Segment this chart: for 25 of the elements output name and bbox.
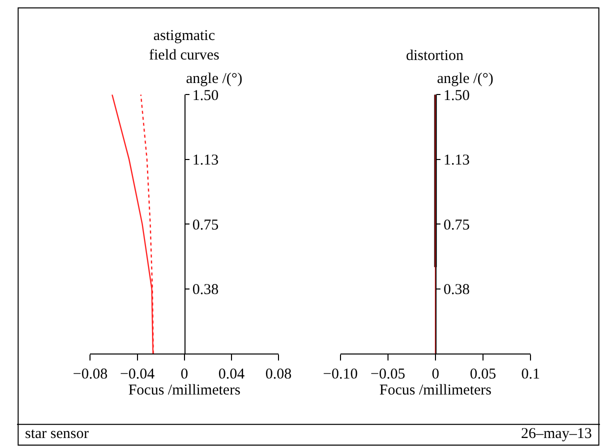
x-tick-label: −0.08 — [72, 366, 108, 382]
x-tick-label: 0.08 — [265, 366, 292, 382]
x-tick-label: 0 — [432, 366, 440, 382]
y-tick-label: 0.38 — [192, 282, 219, 298]
x-axis-title: Focus /millimeters — [379, 382, 492, 398]
x-tick-label: 0.05 — [470, 366, 496, 382]
x-tick-label: −0.04 — [120, 366, 156, 382]
y-tick-label: 0.75 — [443, 217, 470, 234]
x-tick-label: 0 — [180, 366, 188, 382]
chart-title: distortion — [406, 48, 464, 64]
text: 26–may–13 — [521, 426, 592, 442]
text: star sensor — [25, 426, 89, 442]
x-tick-label: −0.05 — [370, 366, 406, 382]
y-tick-label: 1.13 — [443, 152, 470, 169]
x-tick-label: 0.04 — [218, 366, 246, 382]
x-tick-label: −0.10 — [323, 366, 358, 382]
y-tick-label: 1.13 — [192, 152, 219, 169]
y-tick-label: 1.50 — [443, 88, 470, 104]
x-tick-label: 0.1 — [521, 366, 540, 382]
y-tick-label: 1.50 — [192, 88, 219, 104]
y-tick-label: 0.38 — [443, 282, 470, 298]
y-axis-title: angle /(°) — [186, 71, 242, 87]
y-axis-title: angle /(°) — [437, 71, 494, 87]
x-axis-title: Focus /millimeters — [128, 382, 241, 398]
y-tick-label: 0.75 — [192, 217, 219, 234]
